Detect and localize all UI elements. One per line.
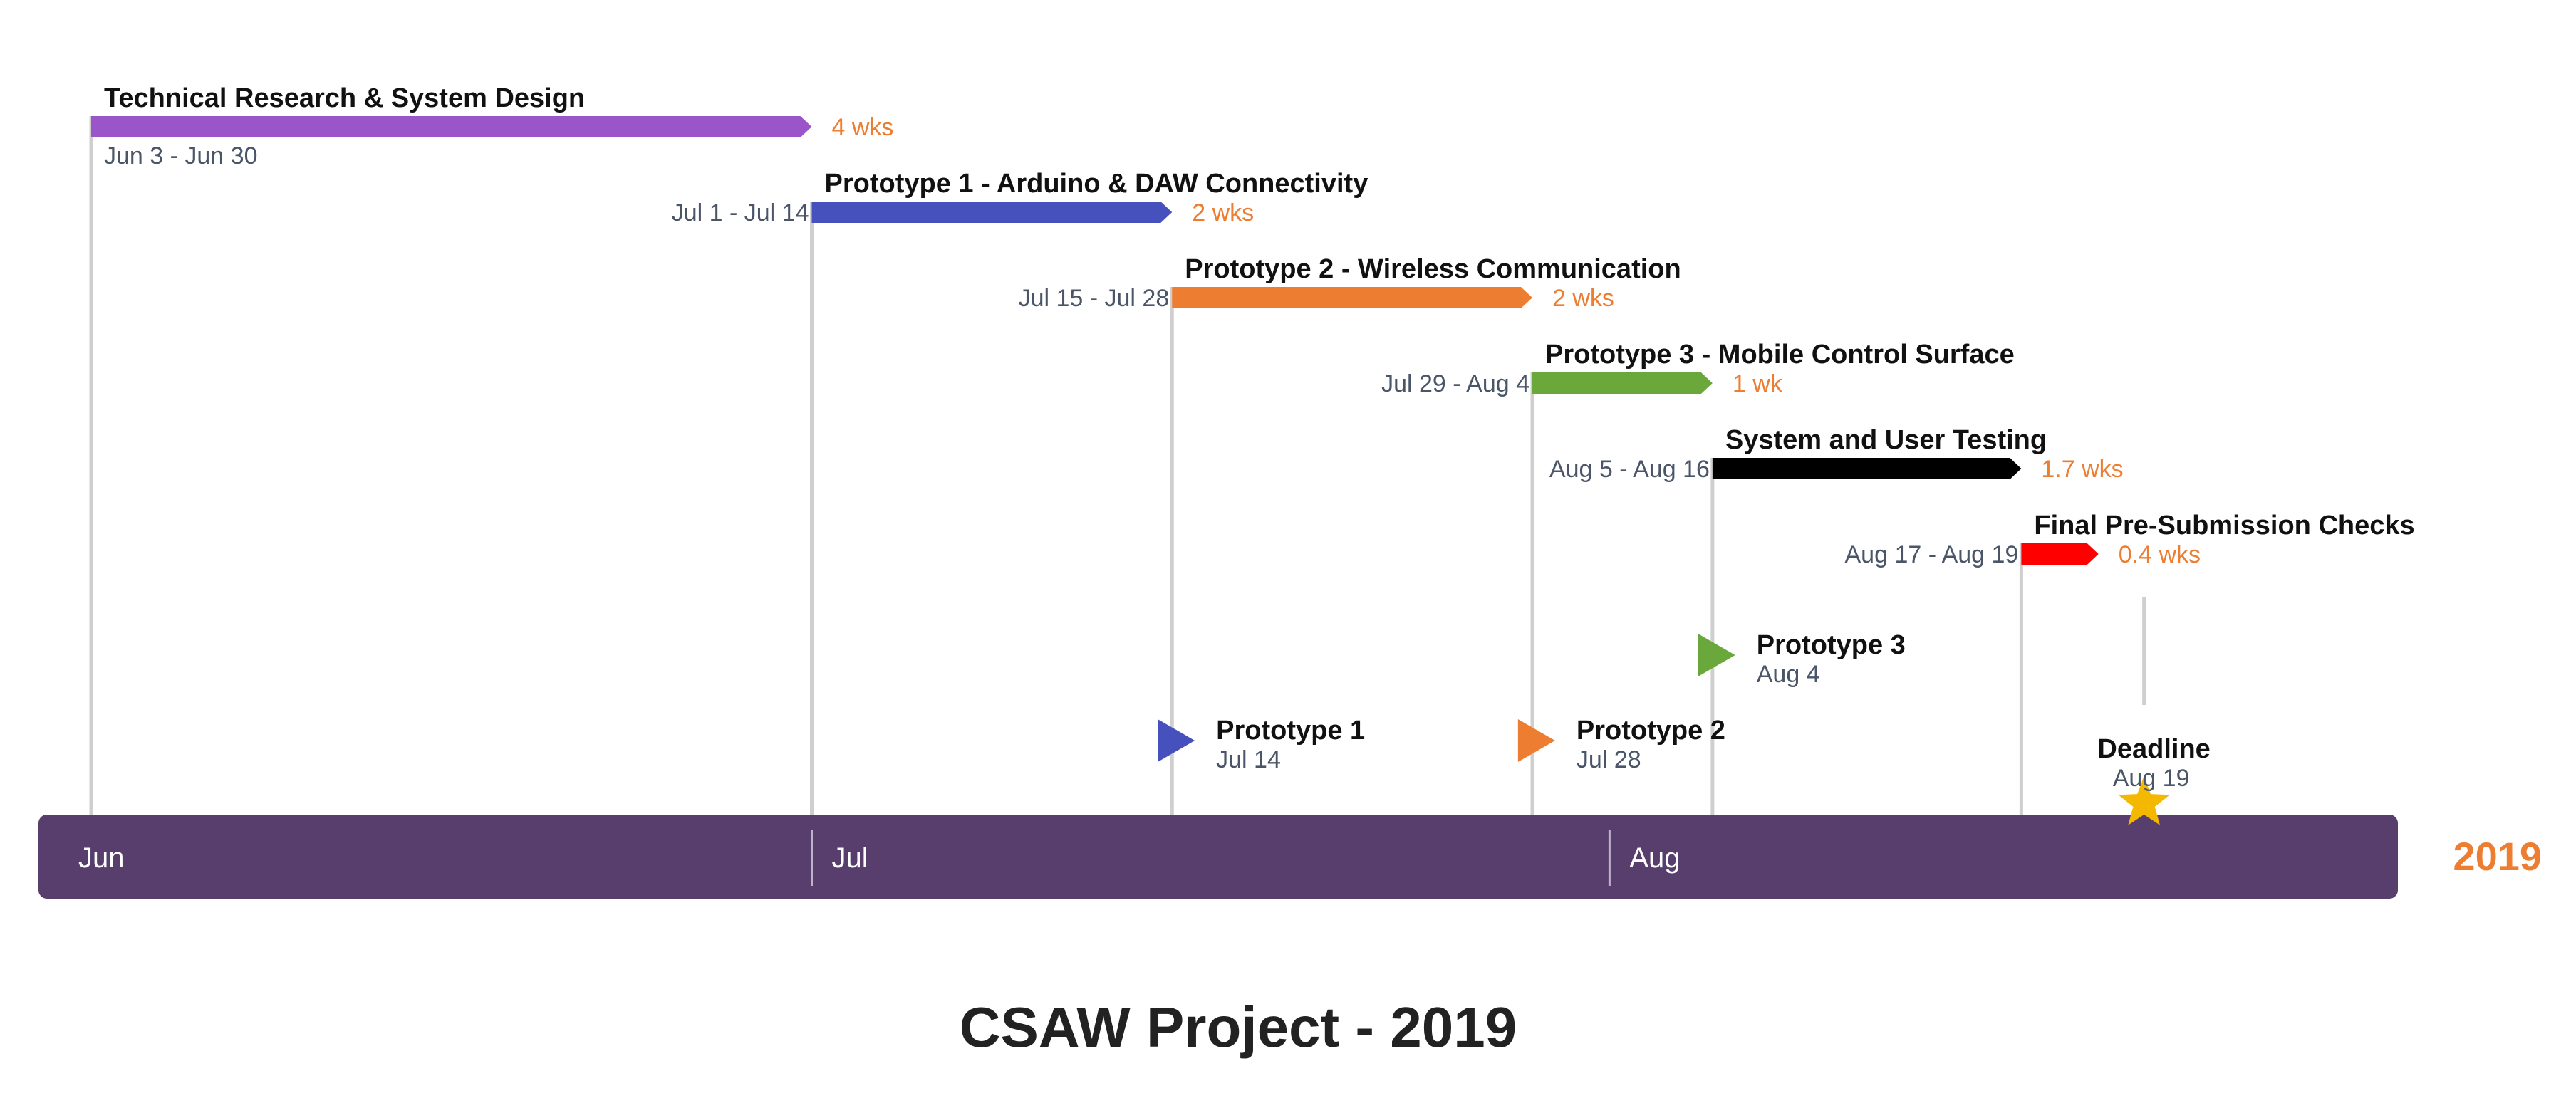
timeline-band <box>38 815 2398 899</box>
task-dates: Aug 17 - Aug 19 <box>1845 541 2019 568</box>
task-duration: 4 wks <box>832 114 894 141</box>
milestone-date: Jul 14 <box>1216 746 1281 773</box>
task-dates: Jul 15 - Jul 28 <box>1019 285 1170 312</box>
task-duration: 2 wks <box>1552 285 1614 312</box>
task-1: Technical Research & System Design 4 wks J… <box>91 83 893 169</box>
task-bar <box>1712 458 2022 479</box>
milestone-title: Prototype 3 <box>1757 630 1906 660</box>
year-label: 2019 <box>2453 834 2542 879</box>
task-duration: 2 wks <box>1192 199 1254 226</box>
triangle-icon <box>1158 719 1195 762</box>
task-duration: 1.7 wks <box>2041 456 2123 483</box>
task-title: Final Pre-Submission Checks <box>2034 511 2414 540</box>
month-markers: Jun Jul Aug <box>78 830 1681 886</box>
task-dates: Jun 3 - Jun 30 <box>104 142 257 169</box>
task-bar <box>2021 543 2099 565</box>
month-label: Aug <box>1629 842 1680 874</box>
task-bar <box>811 202 1173 223</box>
task-bar <box>91 116 812 137</box>
task-dates: Jul 29 - Aug 4 <box>1381 370 1530 397</box>
milestone-title: Prototype 2 <box>1577 716 1725 746</box>
milestone-date: Aug 4 <box>1757 661 1820 688</box>
triangle-icon <box>1517 719 1555 762</box>
task-bar <box>1172 287 1532 308</box>
month-label: Jul <box>832 842 868 874</box>
task-title: Prototype 2 - Wireless Communication <box>1185 254 1681 284</box>
star-icon <box>2118 776 2170 825</box>
connector-lines <box>89 116 2146 815</box>
task-duration: 1 wk <box>1733 370 1783 397</box>
task-title: Prototype 1 - Arduino & DAW Connectivity <box>825 169 1368 199</box>
task-title: Technical Research & System Design <box>104 83 585 113</box>
milestone-date: Jul 28 <box>1577 746 1641 773</box>
task-title: System and User Testing <box>1725 425 2047 455</box>
task-dates: Jul 1 - Jul 14 <box>672 199 809 226</box>
task-bar <box>1532 372 1713 394</box>
triangle-icon <box>1698 634 1735 676</box>
month-label: Jun <box>78 842 125 874</box>
milestone-title: Deadline <box>2097 734 2210 764</box>
task-bars: Technical Research & System Design 4 wks J… <box>91 83 2415 568</box>
task-2: Prototype 1 - Arduino & DAW Connectivity… <box>672 169 1368 226</box>
milestone-date: Aug 19 <box>2113 765 2190 792</box>
milestone-title: Prototype 1 <box>1216 716 1365 746</box>
task-duration: 0.4 wks <box>2119 541 2201 568</box>
task-dates: Aug 5 - Aug 16 <box>1549 456 1710 483</box>
chart-title: CSAW Project - 2019 <box>960 995 1517 1059</box>
task-title: Prototype 3 - Mobile Control Surface <box>1545 340 2015 370</box>
